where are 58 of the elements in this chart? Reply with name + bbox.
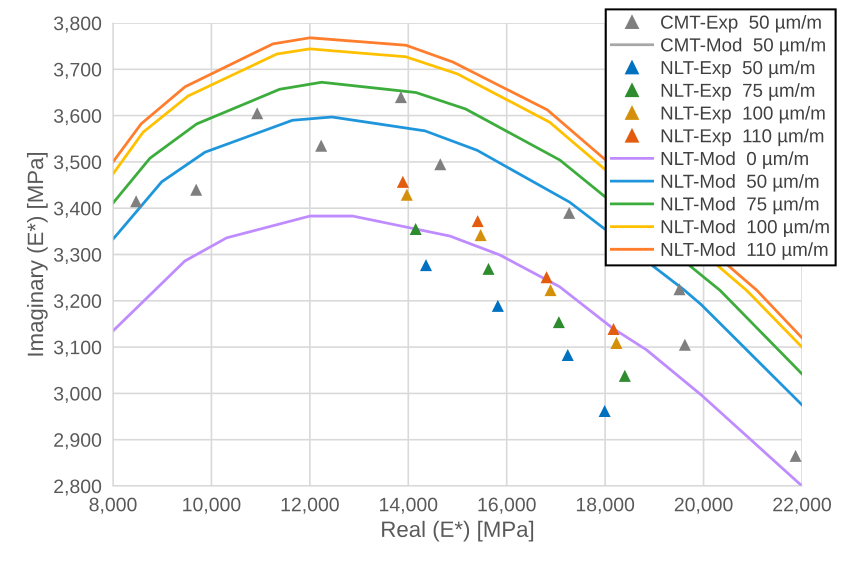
point (552, 316, 565, 328)
point (678, 338, 691, 351)
point (544, 284, 557, 296)
point (540, 271, 553, 284)
y-tick-label: 3,000 (54, 386, 102, 403)
x-tick-label: 18,000 (576, 498, 634, 514)
y-tick-label: 2,900 (54, 433, 102, 450)
legend-label: NLT-Mod 0 µm/m (662, 151, 808, 169)
y-tick-label: 3,700 (54, 62, 102, 79)
legend-label: NLT-Mod 110 µm/m (662, 242, 828, 260)
point (610, 336, 622, 349)
point (562, 348, 574, 361)
legend-label: NLT-Mod 50 µm/m (662, 174, 818, 192)
point (396, 176, 409, 188)
point (472, 215, 484, 228)
point (598, 404, 611, 418)
point (618, 370, 631, 382)
point (190, 184, 202, 196)
x-tick-label: 20,000 (674, 498, 733, 514)
point (130, 195, 142, 208)
point (563, 206, 576, 219)
y-tick-label: 3,100 (54, 340, 102, 357)
legend-label: CMT-Mod 50 µm/m (661, 38, 825, 56)
x-tick-label: 8,000 (90, 498, 137, 514)
point (474, 229, 487, 242)
point (482, 262, 495, 275)
x-axis-title: Real (E*) [MPa] (382, 520, 534, 542)
point (492, 300, 504, 312)
point (251, 107, 264, 120)
legend-label: NLT-Exp 50 µm/m (662, 60, 814, 78)
point (410, 223, 422, 236)
point (400, 188, 413, 201)
point (394, 91, 407, 104)
point (420, 259, 432, 272)
legend-label: NLT-Exp 75 µm/m (662, 83, 814, 101)
x-tick-label: 16,000 (478, 498, 536, 514)
y-tick-label: 3,600 (54, 109, 102, 126)
y-tick-label: 3,400 (54, 202, 102, 218)
y-tick-label: 3,500 (54, 155, 102, 172)
point (673, 283, 686, 296)
x-tick-label: 22,000 (773, 498, 831, 514)
y-tick-label: 3,300 (54, 248, 102, 264)
y-tick-label: 3,200 (54, 294, 102, 310)
legend-label: NLT-Mod 75 µm/m (662, 196, 818, 214)
y-axis-title: Imaginary (E*) [MPa] (26, 152, 48, 356)
x-tick-label: 10,000 (183, 498, 240, 514)
legend-label: CMT-Exp 50 µm/m (661, 15, 821, 32)
legend-label: NLT-Exp 110 µm/m (662, 128, 824, 146)
legend-label: NLT-Exp 100 µm/m (662, 106, 825, 124)
point (315, 140, 328, 152)
point (434, 158, 446, 170)
y-tick-label: 3,800 (54, 16, 102, 33)
point (790, 450, 802, 462)
y-tick-label: 2,800 (54, 479, 102, 496)
x-tick-label: 12,000 (282, 498, 339, 514)
point (607, 323, 620, 336)
x-tick-label: 14,000 (380, 498, 438, 514)
legend-label: NLT-Mod 100 µm/m (662, 220, 829, 238)
